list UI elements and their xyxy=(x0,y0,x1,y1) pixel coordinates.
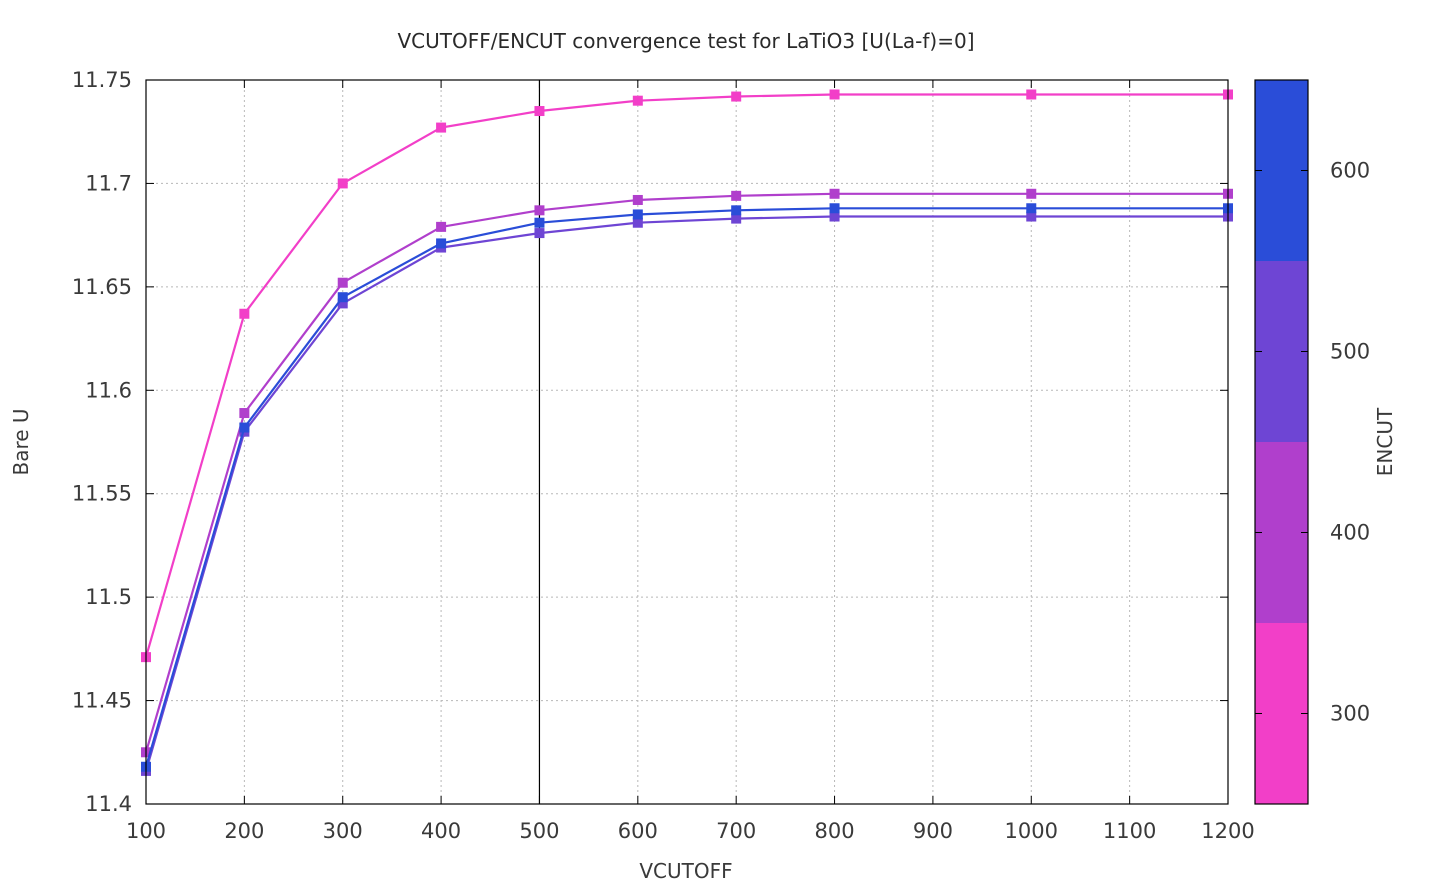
data-point-encut-300 xyxy=(436,122,447,133)
data-point-encut-400 xyxy=(731,190,742,201)
data-point-encut-300 xyxy=(632,95,643,106)
data-point-encut-400 xyxy=(534,205,545,216)
series-line-encut-600 xyxy=(144,207,1228,768)
data-point-encut-300 xyxy=(731,91,742,102)
y-tick-label: 11.5 xyxy=(85,585,132,609)
colorbar-tick-label: 300 xyxy=(1330,702,1370,726)
y-tick-label: 11.55 xyxy=(72,482,132,506)
data-point-encut-300 xyxy=(337,178,348,189)
colorbar-tick-label: 400 xyxy=(1330,521,1370,545)
y-tick-label: 11.65 xyxy=(72,275,132,299)
series-line-encut-300 xyxy=(144,93,1228,658)
data-point-encut-400 xyxy=(632,194,643,205)
data-point-encut-300 xyxy=(829,89,840,100)
data-point-encut-300 xyxy=(1026,89,1037,100)
y-tick-label: 11.75 xyxy=(72,68,132,92)
x-tick-label: 400 xyxy=(421,819,461,843)
y-tick-label: 11.6 xyxy=(85,378,132,402)
plot-axes: 100 200 300 400 500 600 700 800 900 1000 1100 1200 1… xyxy=(72,68,1255,843)
data-series xyxy=(141,89,1233,776)
colorbar-title: ENCUT xyxy=(1373,407,1397,476)
x-axis-title: VCUTOFF xyxy=(639,859,732,883)
colorbar: 300 400 500 600 xyxy=(1254,79,1370,805)
data-point-encut-500 xyxy=(731,213,742,224)
x-tick-label: 800 xyxy=(814,819,854,843)
plot-frame xyxy=(145,79,1229,805)
colorbar-band-550-650 xyxy=(1255,80,1308,261)
series-line-encut-500 xyxy=(144,215,1228,772)
x-tick-label: 300 xyxy=(323,819,363,843)
data-point-encut-600 xyxy=(436,238,447,249)
x-tick-label: 100 xyxy=(126,819,166,843)
data-point-encut-600 xyxy=(239,422,250,433)
data-point-encut-500 xyxy=(829,211,840,222)
x-tick-label: 500 xyxy=(519,819,559,843)
x-tick-label: 1200 xyxy=(1201,819,1254,843)
data-point-encut-600 xyxy=(829,203,840,214)
colorbar-band-250-350 xyxy=(1255,623,1308,804)
x-tick-label: 900 xyxy=(913,819,953,843)
data-point-encut-500 xyxy=(337,298,348,309)
x-tick-label: 700 xyxy=(716,819,756,843)
y-axis-title: Bare U xyxy=(9,408,33,475)
x-tick-label: 600 xyxy=(618,819,658,843)
y-tick-label: 11.4 xyxy=(85,792,132,816)
data-point-encut-600 xyxy=(337,292,348,303)
data-point-encut-300 xyxy=(239,308,250,319)
data-point-encut-500 xyxy=(1026,211,1037,222)
data-point-encut-600 xyxy=(534,217,545,228)
x-tick-label: 200 xyxy=(224,819,264,843)
y-tick-label: 11.7 xyxy=(85,171,132,195)
data-point-encut-400 xyxy=(239,408,250,419)
data-point-encut-500 xyxy=(632,217,643,228)
x-tick-label: 1100 xyxy=(1103,819,1156,843)
data-point-encut-600 xyxy=(731,205,742,216)
data-point-encut-400 xyxy=(337,277,348,288)
chart-title: VCUTOFF/ENCUT convergence test for LaTiO… xyxy=(397,29,974,53)
colorbar-frame xyxy=(1254,79,1309,805)
colorbar-band-350-450 xyxy=(1255,442,1308,623)
colorbar-tick-label: 500 xyxy=(1330,340,1370,364)
series-line-encut-400 xyxy=(144,192,1228,753)
data-point-encut-600 xyxy=(632,209,643,220)
colorbar-band-450-550 xyxy=(1255,261,1308,442)
data-point-encut-600 xyxy=(1026,203,1037,214)
grid-lines xyxy=(146,80,1228,804)
data-point-encut-400 xyxy=(829,188,840,199)
data-point-encut-500 xyxy=(534,228,545,239)
x-tick-label: 1000 xyxy=(1005,819,1058,843)
data-point-encut-400 xyxy=(1026,188,1037,199)
colorbar-tick-label: 600 xyxy=(1330,159,1370,183)
y-tick-label: 11.45 xyxy=(72,689,132,713)
data-point-encut-400 xyxy=(436,221,447,232)
data-point-encut-300 xyxy=(534,106,545,117)
